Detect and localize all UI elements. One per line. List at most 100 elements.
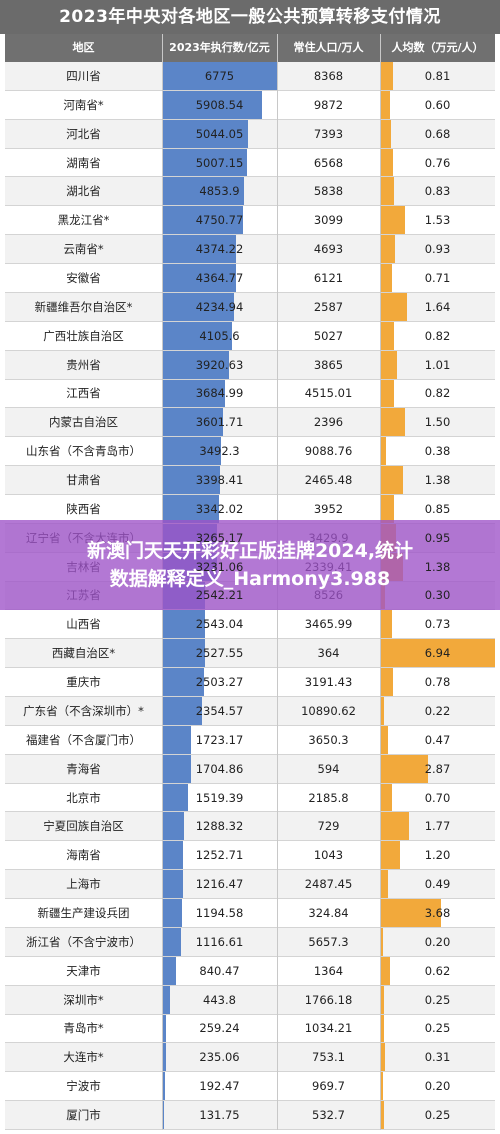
per-capita-value: 1.20 (424, 848, 451, 863)
per-capita-cell: 0.82 (380, 321, 495, 350)
population-cell: 1766.18 (304, 992, 353, 1007)
per-capita-value: 0.25 (424, 992, 451, 1007)
per-capita-cell: 6.94 (380, 639, 495, 668)
transfer-bar (162, 379, 225, 408)
region-cell: 广西壮族自治区 (43, 328, 124, 343)
transfer-cell: 840.47 (162, 956, 277, 985)
transfer-bar (162, 841, 184, 870)
population-cell: 1364 (313, 963, 344, 978)
transfer-bar (162, 408, 224, 437)
transfer-cell: 4234.94 (162, 292, 277, 321)
transfer-bar (162, 350, 229, 379)
transfer-bar (162, 206, 243, 235)
transfer-bar (162, 783, 188, 812)
transfer-value: 1723.17 (195, 732, 244, 747)
transfer-cell: 4364.77 (162, 264, 277, 292)
transfer-cell: 259.24 (162, 1014, 277, 1043)
per-capita-cell: 2.87 (380, 754, 495, 783)
transfer-bar (162, 494, 219, 523)
per-capita-bar (380, 62, 394, 90)
transfer-bar (162, 697, 202, 725)
table-row: 陕西省 3342.02 3952 0.85 (5, 494, 495, 524)
table-row: 黑龙江省* 4750.77 3099 1.53 (5, 206, 495, 236)
per-capita-bar (380, 408, 405, 437)
table-row: 甘肃省 3398.41 2465.48 1.38 (5, 466, 495, 495)
per-capita-cell: 0.73 (380, 610, 495, 639)
region-cell: 甘肃省 (66, 473, 101, 488)
transfer-value: 5007.15 (195, 155, 244, 170)
transfer-bar (162, 899, 183, 927)
per-capita-value: 0.30 (424, 588, 451, 603)
table-row: 内蒙古自治区 3601.71 2396 1.50 (5, 408, 495, 438)
per-capita-value: 0.62 (424, 963, 451, 978)
transfer-bar (162, 812, 184, 841)
per-capita-bar (380, 610, 393, 639)
transfer-cell: 2543.04 (162, 610, 277, 639)
region-cell: 重庆市 (66, 675, 101, 690)
population-cell: 364 (317, 646, 340, 661)
table-row: 新疆维吾尔自治区* 4234.94 2587 1.64 (5, 292, 495, 322)
watermark-banner: 新澳门天天开彩好正版挂牌2024,统计 数据解释定义_Harmony3.988 (0, 520, 500, 610)
per-capita-value: 0.95 (424, 530, 451, 545)
header-region: 地区 (72, 41, 95, 54)
population-cell: 3865 (313, 357, 344, 372)
region-cell: 贵州省 (66, 357, 101, 372)
transfer-value: 1252.71 (195, 848, 244, 863)
table-row: 山东省（不含青岛市） 3492.3 9088.76 0.38 (5, 437, 495, 467)
transfer-bar (162, 610, 206, 639)
region-cell: 深圳市* (63, 992, 104, 1007)
table-header: 地区 2023年执行数/亿元 常住人口/万人 人均数（万元/人） (5, 34, 495, 62)
table-row: 宁波市 192.47 969.7 0.20 (5, 1072, 495, 1102)
transfer-cell: 2527.55 (162, 639, 277, 668)
table-row: 广东省（不含深圳市）* 2354.57 10890.62 0.22 (5, 697, 495, 726)
transfer-bar (162, 639, 205, 668)
table-row: 云南省* 4374.22 4693 0.93 (5, 235, 495, 265)
per-capita-value: 1.01 (424, 357, 451, 372)
per-capita-value: 0.25 (424, 1108, 451, 1123)
population-cell: 10890.62 (301, 703, 356, 718)
table-row: 大连市* 235.06 753.1 0.31 (5, 1043, 495, 1073)
transfer-cell: 235.06 (162, 1043, 277, 1072)
per-capita-cell: 0.22 (380, 697, 495, 725)
per-capita-cell: 1.50 (380, 408, 495, 437)
table-row: 北京市 1519.39 2185.8 0.70 (5, 783, 495, 813)
table-row: 西藏自治区* 2527.55 364 6.94 (5, 639, 495, 669)
transfer-value: 4750.77 (195, 213, 244, 228)
population-cell: 1034.21 (304, 1021, 353, 1036)
transfer-cell: 1723.17 (162, 725, 277, 754)
transfer-bar (162, 1043, 166, 1072)
transfer-cell: 192.47 (162, 1072, 277, 1101)
per-capita-value: 0.49 (424, 877, 451, 892)
per-capita-cell: 1.53 (380, 206, 495, 235)
region-cell: 四川省 (66, 68, 101, 83)
table-row: 深圳市* 443.8 1766.18 0.25 (5, 985, 495, 1015)
population-cell: 2396 (313, 415, 344, 430)
transfer-bar (162, 668, 205, 697)
transfer-value: 2527.55 (195, 646, 244, 661)
per-capita-value: 0.20 (424, 1079, 451, 1094)
per-capita-bar (380, 697, 384, 725)
per-capita-bar (380, 148, 393, 177)
table-row: 新疆生产建设兵团 1194.58 324.84 3.68 (5, 899, 495, 928)
population-cell: 6568 (313, 155, 344, 170)
region-cell: 天津市 (66, 963, 101, 978)
per-capita-value: 0.20 (424, 934, 451, 949)
per-capita-bar (380, 379, 394, 408)
transfer-cell: 5908.54 (162, 90, 277, 119)
per-capita-cell: 0.47 (380, 725, 495, 754)
region-cell: 陕西省 (66, 501, 101, 516)
per-capita-value: 0.31 (424, 1050, 451, 1065)
per-capita-value: 0.83 (424, 184, 451, 199)
table-row: 上海市 1216.47 2487.45 0.49 (5, 870, 495, 900)
per-capita-value: 3.68 (424, 906, 451, 920)
transfer-cell: 4105.6 (162, 321, 277, 350)
transfer-cell: 3920.63 (162, 350, 277, 379)
per-capita-bar (380, 1043, 386, 1072)
population-cell: 324.84 (308, 906, 349, 920)
per-capita-cell: 0.95 (380, 523, 495, 552)
per-capita-value: 0.76 (424, 155, 451, 170)
per-capita-bar (380, 1014, 385, 1043)
per-capita-value: 0.78 (424, 675, 451, 690)
population-cell: 3650.3 (308, 732, 349, 747)
per-capita-value: 6.94 (424, 646, 451, 661)
